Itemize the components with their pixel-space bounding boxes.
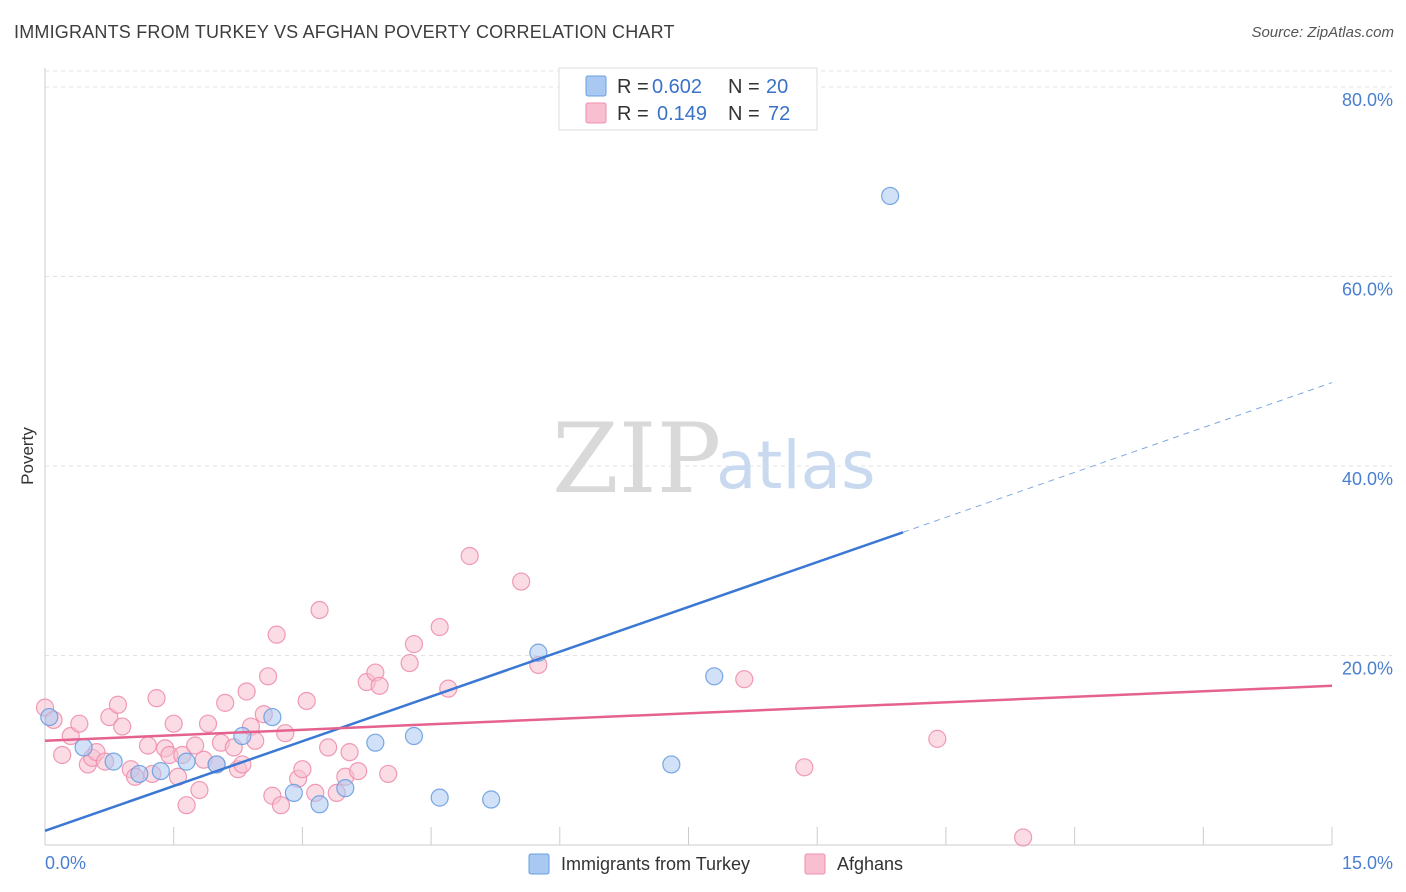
data-point xyxy=(138,736,158,755)
legend-swatch-turkey xyxy=(585,75,607,97)
data-point xyxy=(379,764,398,784)
watermark-atlas: atlas xyxy=(716,427,876,504)
data-point xyxy=(70,714,89,733)
data-point xyxy=(151,761,170,781)
legend-r-value-turkey: 0.602 xyxy=(652,76,702,98)
watermark: ZIP atlas xyxy=(552,403,876,515)
data-point xyxy=(340,743,359,762)
legend-r-label-turkey: R = xyxy=(617,76,649,98)
data-point xyxy=(216,693,235,712)
legend-r-label-afghans: R = xyxy=(617,103,649,125)
grid-lines xyxy=(45,70,1392,656)
data-point xyxy=(319,738,338,757)
data-point xyxy=(735,670,754,689)
data-point xyxy=(108,695,128,714)
data-point xyxy=(276,724,295,743)
data-point xyxy=(336,779,355,798)
bottom-legend: Immigrants from Turkey Afghans xyxy=(528,853,903,875)
data-point xyxy=(366,733,385,752)
legend-n-value-turkey: 20 xyxy=(766,76,788,98)
y-tick-label: 60.0% xyxy=(1342,279,1393,299)
bottom-legend-label-afghans: Afghans xyxy=(837,854,903,874)
chart-title: IMMIGRANTS FROM TURKEY VS AFGHAN POVERTY… xyxy=(14,22,675,42)
data-point xyxy=(164,714,183,733)
y-tick-label: 20.0% xyxy=(1342,658,1393,678)
data-point xyxy=(310,600,329,620)
data-point xyxy=(233,726,252,746)
y-tick-label: 80.0% xyxy=(1342,90,1393,110)
data-point xyxy=(284,783,303,802)
data-point xyxy=(177,796,196,815)
trend-lines xyxy=(44,382,1333,832)
data-point xyxy=(310,795,329,814)
legend: R = 0.602 N = 20 R = 0.149 N = 72 xyxy=(558,67,818,131)
data-point xyxy=(404,726,424,746)
data-point xyxy=(404,635,424,654)
x-tick-labels: 0.0% 15.0% xyxy=(45,853,1393,873)
data-point xyxy=(237,682,256,701)
data-points xyxy=(35,186,1033,847)
data-point xyxy=(400,653,419,673)
data-point xyxy=(130,764,149,784)
data-point xyxy=(53,745,72,765)
data-point xyxy=(258,667,278,686)
data-point xyxy=(430,617,449,637)
bottom-legend-label-turkey: Immigrants from Turkey xyxy=(561,854,750,874)
legend-n-value-afghans: 72 xyxy=(768,103,790,125)
data-point xyxy=(40,707,59,727)
legend-r-value-afghans: 0.149 xyxy=(657,103,707,125)
data-point xyxy=(512,572,531,591)
data-point xyxy=(104,752,123,771)
bottom-legend-swatch-afghans xyxy=(804,853,826,875)
data-point xyxy=(482,790,501,809)
data-point xyxy=(198,714,218,733)
data-point xyxy=(1014,828,1033,847)
data-point xyxy=(928,729,947,748)
data-point xyxy=(349,761,368,781)
data-point xyxy=(293,760,312,779)
data-point xyxy=(186,736,205,755)
legend-swatch-afghans xyxy=(585,102,607,124)
data-point xyxy=(267,625,286,644)
data-point xyxy=(113,717,132,736)
watermark-zip: ZIP xyxy=(552,403,721,515)
data-point xyxy=(271,796,291,815)
bottom-legend-swatch-turkey xyxy=(528,853,550,875)
y-tick-labels: 20.0% 40.0% 60.0% 80.0% xyxy=(1342,90,1393,679)
data-point xyxy=(190,780,209,800)
data-point xyxy=(370,676,389,695)
data-point xyxy=(795,758,814,777)
data-point xyxy=(881,186,900,206)
data-point xyxy=(177,752,196,771)
data-point xyxy=(74,738,93,757)
x-tick-label: 0.0% xyxy=(45,853,86,873)
data-point xyxy=(297,691,316,711)
y-axis-title: Poverty xyxy=(18,427,37,485)
x-tick-label: 15.0% xyxy=(1342,853,1393,873)
data-point xyxy=(263,707,282,727)
data-point xyxy=(147,689,166,708)
trend-line-turkey-extension xyxy=(902,382,1333,533)
data-point xyxy=(100,707,119,727)
legend-n-label-turkey: N = xyxy=(728,76,760,98)
trend-line-afghans xyxy=(44,684,1333,743)
data-point xyxy=(662,755,681,774)
data-point xyxy=(460,546,479,566)
trend-line-turkey xyxy=(44,531,904,832)
chart-source: Source: ZipAtlas.com xyxy=(1251,24,1394,41)
y-tick-label: 40.0% xyxy=(1342,469,1393,489)
data-point xyxy=(705,667,724,686)
data-point xyxy=(430,788,449,807)
legend-n-label-afghans: N = xyxy=(728,103,760,125)
